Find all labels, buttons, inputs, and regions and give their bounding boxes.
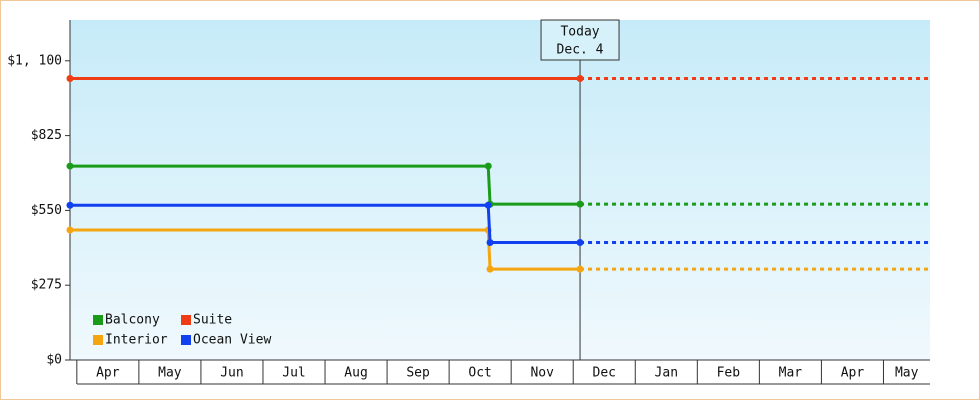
- legend-swatch: [181, 335, 191, 345]
- price-line: [70, 203, 581, 244]
- legend-label: Ocean View: [193, 333, 271, 348]
- y-tick-label: $550: [31, 203, 62, 218]
- price-point: [66, 74, 74, 82]
- price-point: [66, 162, 74, 170]
- legend-swatch: [93, 315, 103, 325]
- x-tick-label: Oct: [468, 366, 491, 381]
- price-point: [576, 74, 584, 82]
- x-tick-label: Mar: [779, 366, 803, 381]
- price-point: [576, 238, 584, 246]
- price-point: [66, 201, 74, 209]
- x-tick-label: Aug: [344, 366, 367, 381]
- legend-label: Interior: [105, 333, 168, 348]
- legend-label: Balcony: [105, 313, 160, 328]
- x-tick-label: Jan: [655, 366, 678, 381]
- today-box: [540, 19, 620, 61]
- x-tick-label: Jul: [282, 366, 305, 381]
- x-tick-label: Apr: [96, 366, 120, 381]
- price-line: [70, 228, 581, 271]
- price-point: [486, 238, 494, 246]
- x-tick-label: Apr: [841, 366, 865, 381]
- x-tick-label: Jun: [220, 366, 243, 381]
- x-tick-label: Dec: [593, 366, 616, 381]
- y-tick-label: $275: [31, 278, 62, 293]
- price-point: [484, 162, 492, 170]
- legend-swatch: [93, 335, 103, 345]
- price-line: [70, 164, 581, 206]
- today-label: Today: [560, 25, 599, 40]
- price-point: [576, 265, 584, 273]
- x-tick-label: May: [895, 366, 919, 381]
- price-point: [484, 201, 492, 209]
- x-tick-label: Sep: [406, 366, 430, 381]
- y-tick-label: $0: [46, 353, 62, 368]
- x-tick-label: Nov: [530, 366, 554, 381]
- y-tick-label: $1, 100: [7, 53, 62, 68]
- price-point: [66, 226, 74, 234]
- today-label: Dec. 4: [557, 43, 604, 58]
- x-tick-label: May: [158, 366, 182, 381]
- legend-swatch: [181, 315, 191, 325]
- legend-label: Suite: [193, 313, 232, 328]
- price-point: [576, 200, 584, 208]
- plot-area: [70, 20, 930, 360]
- y-tick-label: $825: [31, 128, 62, 143]
- price-point: [486, 265, 494, 273]
- x-tick-label: Feb: [717, 366, 741, 381]
